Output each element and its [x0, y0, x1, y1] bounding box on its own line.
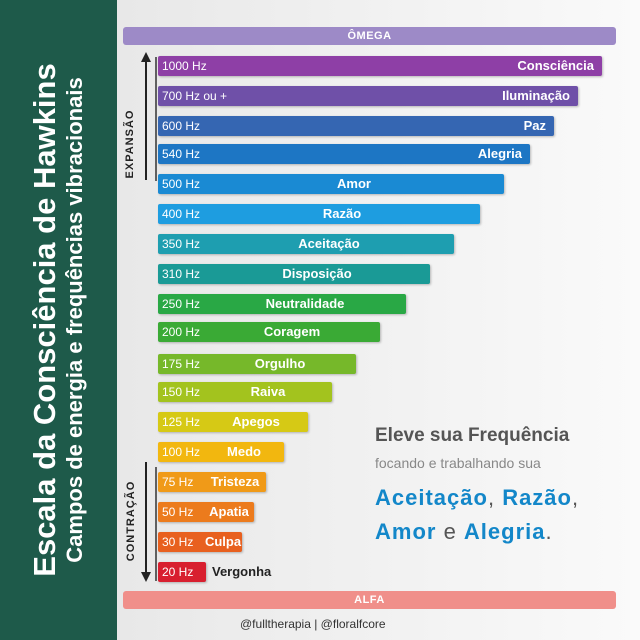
level-bar: 540 Hz Alegria	[158, 144, 530, 164]
message-title: Eleve sua Frequência	[375, 425, 570, 446]
level-label: Tristeza	[210, 474, 260, 489]
contraction-arrow-head-icon	[141, 572, 151, 582]
level-frequency: 500 Hz	[162, 177, 201, 191]
alfa-band: ALFA	[123, 591, 616, 609]
level-bar: 125 Hz Apegos	[158, 412, 308, 432]
level-bar: 200 Hz Coragem	[158, 322, 380, 342]
level-label: Alegria	[477, 146, 522, 161]
level-frequency: 125 Hz	[162, 415, 201, 429]
value-razao: Razão	[502, 485, 572, 510]
message-values-line1: Aceitação, Razão,	[375, 485, 625, 511]
omega-band: ÔMEGA	[123, 27, 616, 45]
level-frequency: 100 Hz	[162, 445, 201, 459]
page-subtitle: Campos de energia e frequências vibracio…	[62, 77, 87, 563]
level-frequency: 250 Hz	[162, 297, 201, 311]
value-alegria: Alegria	[463, 519, 546, 544]
level-label: Paz	[523, 118, 546, 133]
level-bar: 350 Hz Aceitação	[158, 234, 454, 254]
message-values-line2: Amor e Alegria.	[375, 519, 625, 545]
level-frequency: 20 Hz	[162, 565, 194, 579]
level-label: Apegos	[232, 414, 280, 429]
contraction-label: CONTRAÇÃO	[125, 480, 137, 562]
expansion-label: EXPANSÃO	[124, 109, 136, 179]
level-label: Apatia	[209, 504, 249, 519]
level-frequency: 350 Hz	[162, 237, 201, 251]
level-label: Consciência	[517, 58, 594, 73]
comma-separator: ,	[487, 485, 503, 510]
level-frequency: 175 Hz	[162, 357, 201, 371]
level-frequency: 310 Hz	[162, 267, 201, 281]
level-frequency: 75 Hz	[162, 475, 194, 489]
level-bar: 100 Hz Medo	[158, 442, 284, 462]
level-label: Iluminação	[502, 88, 570, 103]
level-frequency: 700 Hz ou +	[162, 89, 228, 103]
footer-credits: @fulltherapia | @floralfcore	[240, 617, 386, 631]
level-frequency: 540 Hz	[162, 147, 201, 161]
level-label: Vergonha	[212, 564, 272, 579]
level-bar: 20 Hz Vergonha	[158, 562, 271, 582]
value-amor: Amor	[375, 519, 437, 544]
level-bar: 175 Hz Orgulho	[158, 354, 356, 374]
message-subtitle: focando e trabalhando sua	[375, 455, 541, 471]
level-bar: 150 Hz Raiva	[158, 382, 332, 402]
level-label: Neutralidade	[265, 296, 345, 311]
message-block: Eleve sua Frequência focando e trabalhan…	[375, 425, 625, 545]
level-label: Aceitação	[298, 236, 360, 251]
level-label: Disposição	[282, 266, 352, 281]
period: .	[545, 519, 553, 544]
value-aceitacao: Aceitação	[375, 485, 488, 510]
side-text: Escala da Consciência de Hawkins Campos …	[27, 20, 88, 620]
level-label: Amor	[337, 176, 371, 191]
bracket-svg	[155, 57, 157, 581]
level-bar: 50 Hz Apatia	[158, 502, 254, 522]
level-bar: 30 Hz Culpa	[158, 532, 242, 552]
level-label: Orgulho	[254, 356, 306, 371]
level-bar: 1000 Hz Consciência	[158, 56, 602, 76]
level-frequency: 1000 Hz	[162, 59, 207, 73]
axis-arrow-svg	[141, 52, 151, 582]
level-bar: 250 Hz Neutralidade	[158, 294, 406, 314]
level-frequency: 50 Hz	[162, 505, 194, 519]
level-frequency: 150 Hz	[162, 385, 201, 399]
and-separator: e	[436, 519, 464, 544]
level-label: Coragem	[263, 324, 321, 339]
level-bar: 310 Hz Disposição	[158, 264, 430, 284]
level-bar: 600 Hz Paz	[158, 116, 554, 136]
comma-separator: ,	[571, 485, 580, 510]
level-label: Medo	[227, 444, 261, 459]
level-frequency: 30 Hz	[162, 535, 194, 549]
level-label: Razão	[322, 206, 362, 221]
level-bar: 400 Hz Razão	[158, 204, 480, 224]
level-frequency: 600 Hz	[162, 119, 201, 133]
level-bar: 500 Hz Amor	[158, 174, 504, 194]
level-label: Culpa	[204, 534, 242, 549]
level-frequency: 400 Hz	[162, 207, 201, 221]
level-frequency: 200 Hz	[162, 325, 201, 339]
level-bar: 75 Hz Tristeza	[158, 472, 266, 492]
level-label: Raiva	[250, 384, 286, 399]
page-title: Escala da Consciência de Hawkins	[27, 63, 62, 577]
level-bar: 700 Hz ou + Iluminação	[158, 86, 578, 106]
expansion-arrow-head-icon	[141, 52, 151, 62]
side-banner: Escala da Consciência de Hawkins Campos …	[0, 0, 117, 640]
